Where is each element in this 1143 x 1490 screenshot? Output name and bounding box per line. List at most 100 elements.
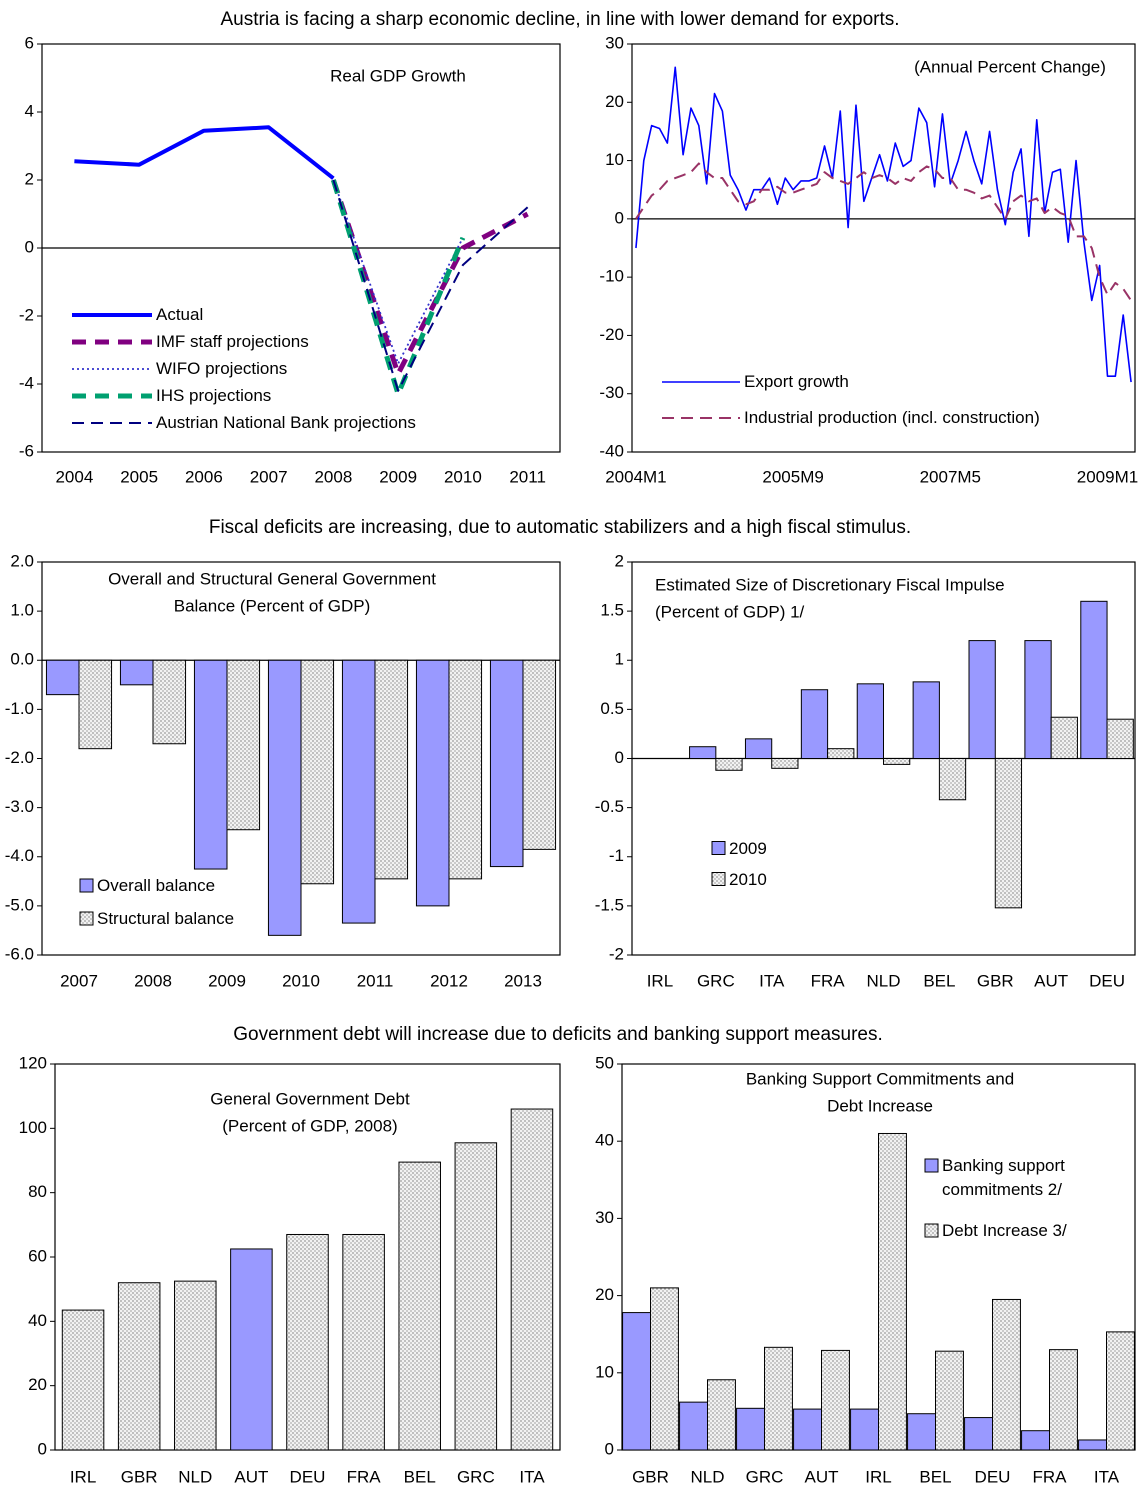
y-tick-label: 10 bbox=[595, 1362, 614, 1381]
x-tick-label: 2011 bbox=[509, 467, 546, 486]
x-tick-label: GBR bbox=[977, 971, 1014, 990]
chart-title: Debt Increase bbox=[827, 1096, 933, 1115]
x-tick-label: 2009 bbox=[208, 971, 246, 990]
x-tick-label: DEU bbox=[1089, 971, 1125, 990]
bar bbox=[1078, 1439, 1107, 1451]
x-tick-label: BEL bbox=[919, 1467, 951, 1486]
y-tick-label: 2 bbox=[615, 551, 624, 570]
y-tick-label: -10 bbox=[599, 267, 624, 286]
x-tick-label: FRA bbox=[347, 1467, 382, 1486]
y-tick-label: 0 bbox=[605, 1439, 614, 1458]
y-tick-label: -4 bbox=[19, 373, 34, 392]
x-tick-label: IRL bbox=[70, 1467, 96, 1486]
bar bbox=[193, 659, 228, 870]
y-tick-label: 60 bbox=[28, 1246, 47, 1265]
x-tick-label: AUT bbox=[805, 1467, 839, 1486]
y-tick-label: 20 bbox=[595, 1285, 614, 1304]
x-tick-label: DEU bbox=[290, 1467, 326, 1486]
chart-title: Balance (Percent of GDP) bbox=[174, 596, 371, 615]
y-tick-label: -2 bbox=[19, 305, 34, 324]
legend-swatch bbox=[924, 1223, 939, 1238]
bar bbox=[1106, 718, 1134, 760]
bar bbox=[267, 659, 302, 936]
y-tick-label: -1.0 bbox=[5, 699, 34, 718]
y-tick-label: 0.5 bbox=[600, 699, 624, 718]
x-tick-label: 2012 bbox=[430, 971, 468, 990]
y-tick-label: 6 bbox=[25, 33, 34, 52]
y-tick-label: 40 bbox=[28, 1311, 47, 1330]
legend-swatch bbox=[711, 872, 726, 886]
chart-title: Real GDP Growth bbox=[330, 66, 466, 85]
bar bbox=[964, 1417, 994, 1451]
x-tick-label: 2008 bbox=[134, 971, 172, 990]
section-heading: Austria is facing a sharp economic decli… bbox=[220, 9, 899, 30]
y-tick-label: 0.0 bbox=[10, 650, 34, 669]
series-line bbox=[331, 179, 529, 377]
bar bbox=[61, 1309, 105, 1451]
y-tick-label: 4 bbox=[25, 101, 34, 120]
y-tick-label: 0 bbox=[38, 1439, 47, 1458]
x-tick-label: NLD bbox=[866, 971, 900, 990]
legend-label: WIFO projections bbox=[156, 359, 288, 378]
legend-label-box: 2010 bbox=[729, 869, 767, 889]
chart-title: Overall and Structural General Governmen… bbox=[108, 569, 436, 588]
chart-title: Estimated Size of Discretionary Fiscal I… bbox=[655, 575, 1005, 594]
x-tick-label: GBR bbox=[121, 1467, 158, 1486]
series-line bbox=[330, 179, 466, 397]
series-line bbox=[635, 162, 1132, 302]
x-tick-label: GBR bbox=[632, 1467, 669, 1486]
bar bbox=[119, 659, 154, 686]
section-heading: Government debt will increase due to def… bbox=[233, 1024, 883, 1045]
x-tick-label: FRA bbox=[811, 971, 846, 990]
y-tick-label: -6.0 bbox=[5, 944, 34, 963]
x-tick-label: NLD bbox=[690, 1467, 724, 1486]
y-tick-label: 50 bbox=[595, 1053, 614, 1072]
y-tick-label: -1.5 bbox=[595, 895, 624, 914]
y-tick-label: -2.0 bbox=[5, 748, 34, 767]
x-tick-label: 2010 bbox=[444, 467, 482, 486]
legend-label-box: Export growth bbox=[744, 372, 849, 391]
legend-label: 2010 bbox=[729, 869, 767, 889]
y-tick-label: 80 bbox=[28, 1182, 47, 1201]
x-tick-label: FRA bbox=[1033, 1467, 1068, 1486]
legend-label: Austrian National Bank projections bbox=[156, 413, 416, 432]
bar bbox=[707, 1379, 736, 1451]
x-tick-label: 2013 bbox=[504, 971, 542, 990]
bar bbox=[907, 1413, 937, 1451]
bar bbox=[850, 1408, 880, 1451]
x-tick-label: IRL bbox=[865, 1467, 891, 1486]
chart-title: (Annual Percent Change) bbox=[914, 57, 1106, 76]
y-tick-label: 20 bbox=[605, 92, 624, 111]
bar bbox=[1021, 1430, 1051, 1451]
bar bbox=[878, 1132, 907, 1451]
bar bbox=[510, 1108, 554, 1451]
x-tick-label: 2005M9 bbox=[762, 467, 823, 486]
y-tick-label: 10 bbox=[605, 150, 624, 169]
y-tick-label: 1.5 bbox=[600, 601, 624, 620]
series-line bbox=[332, 179, 529, 392]
bar bbox=[522, 659, 557, 850]
x-tick-label: IRL bbox=[647, 971, 673, 990]
bar bbox=[800, 689, 829, 759]
legend-label: Actual bbox=[156, 305, 204, 324]
y-tick-label: -1 bbox=[609, 846, 624, 865]
bar bbox=[78, 659, 113, 750]
bar bbox=[398, 1161, 441, 1451]
legend-label: Structural balance bbox=[97, 909, 235, 928]
y-tick-label: -0.5 bbox=[595, 797, 624, 816]
legend-label: Banking support commitments 2/ bbox=[942, 1156, 1065, 1199]
y-tick-label: 120 bbox=[19, 1053, 47, 1072]
x-tick-label: 2007M5 bbox=[920, 467, 981, 486]
y-tick-label: -40 bbox=[599, 441, 624, 460]
y-tick-label: -30 bbox=[599, 383, 624, 402]
y-tick-label: 40 bbox=[595, 1131, 614, 1150]
legend-label: 2009 bbox=[729, 838, 767, 858]
x-tick-label: GRC bbox=[746, 1467, 784, 1486]
legend-label-box: Overall balance bbox=[97, 876, 215, 895]
legend-label-box: Debt Increase 3/ bbox=[942, 1221, 1067, 1240]
bar bbox=[1080, 600, 1108, 759]
bar bbox=[992, 1298, 1021, 1451]
bar bbox=[489, 659, 524, 868]
